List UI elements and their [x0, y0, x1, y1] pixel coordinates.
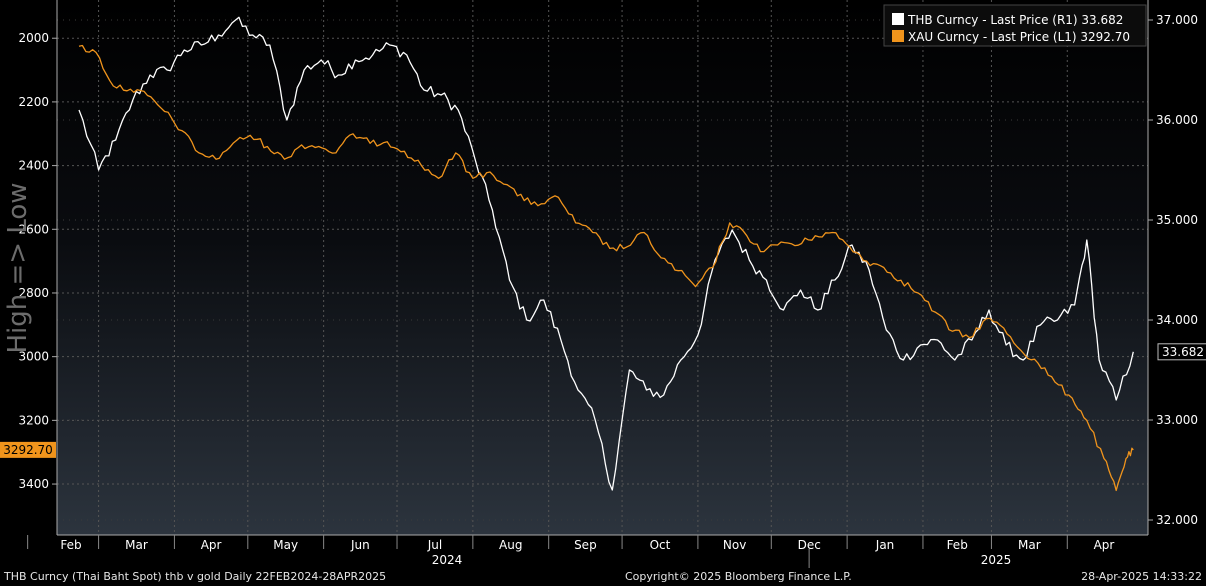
x-tick-label: Sep: [574, 538, 597, 552]
chart-svg: 200022002400260028003000320034003292.70 …: [0, 0, 1206, 568]
left-axis: 2000 2200 2400 2600 2800 3000 3200 3400 3292.70: [0, 0, 58, 535]
left-tick-label: 2400: [18, 159, 49, 173]
right-tick-label: 33.000: [1156, 413, 1198, 427]
legend-swatch: [892, 30, 904, 42]
x-tick-label: Feb: [60, 538, 81, 552]
gridlines: [57, 0, 1148, 535]
left-tick-label: 2200: [18, 95, 49, 109]
x-tick-label: Apr: [1094, 538, 1115, 552]
x-tick-label: Jun: [350, 538, 370, 552]
plot-area: [57, 0, 1148, 535]
x-tick-label: Jan: [875, 538, 895, 552]
footer-timestamp: 28-Apr-2025 14:33:22: [1081, 570, 1202, 583]
left-tick-label: 2000: [18, 31, 49, 45]
right-tick-label: 37.000: [1156, 13, 1198, 27]
x-tick-label: May: [273, 538, 298, 552]
x-tick-label: Oct: [650, 538, 671, 552]
xau-series-line: [78, 44, 1134, 492]
x-tick-label: Mar: [1018, 538, 1041, 552]
left-last-value-badge: [0, 441, 56, 458]
x-year-label: 2024: [432, 553, 463, 567]
footer-copyright: Copyright© 2025 Bloomberg Finance L.P.: [625, 570, 852, 583]
series-layer: [78, 16, 1134, 492]
x-tick-label: Apr: [201, 538, 222, 552]
legend: THB Curncy - Last Price (R1) 33.682 XAU C…: [883, 4, 1147, 47]
left-tick-label: 3200: [18, 413, 49, 427]
x-tick-label: Mar: [125, 538, 148, 552]
legend-box: [883, 4, 1147, 47]
right-axis: 37.000 36.000 35.000 34.000 33.000 32.000 33.6…: [1147, 0, 1206, 535]
legend-swatch: [892, 13, 904, 25]
x-tick-label: Aug: [499, 538, 522, 552]
right-last-value-label: 33.682: [1162, 345, 1204, 359]
left-tick-label: 3000: [18, 350, 49, 364]
right-last-value-badge: [1157, 343, 1206, 361]
left-tick-label: 2800: [18, 286, 49, 300]
right-tick-label: 34.000: [1156, 313, 1198, 327]
x-year-label: 2025: [981, 553, 1012, 567]
x-axis-band: [57, 535, 1148, 568]
left-tick-label: 3400: [18, 477, 49, 491]
right-tick-label: 35.000: [1156, 213, 1198, 227]
right-tick-label: 32.000: [1156, 513, 1198, 527]
x-axis: Feb Mar Apr May Jun Jul Aug Sep Oct Nov Dec Jan Feb M…: [27, 534, 1148, 568]
left-last-value-label: 3292.70: [3, 443, 53, 457]
right-tick-label: 36.000: [1156, 113, 1198, 127]
legend-entry: THB Curncy - Last Price (R1) 33.682: [907, 13, 1123, 27]
watermark: High => Low: [3, 182, 33, 353]
x-tick-label: Dec: [798, 538, 821, 552]
x-tick-label: Nov: [723, 538, 746, 552]
thb-series-line: [78, 16, 1134, 491]
footer: THB Curncy (Thai Baht Spot) thb v gold D…: [0, 568, 1206, 586]
left-tick-label: 2600: [18, 222, 49, 236]
x-tick-label: Jul: [427, 538, 442, 552]
legend-entry: XAU Curncy - Last Price (L1) 3292.70: [908, 30, 1130, 44]
x-tick-label: Feb: [947, 538, 968, 552]
footer-description: THB Curncy (Thai Baht Spot) thb v gold D…: [4, 570, 387, 583]
